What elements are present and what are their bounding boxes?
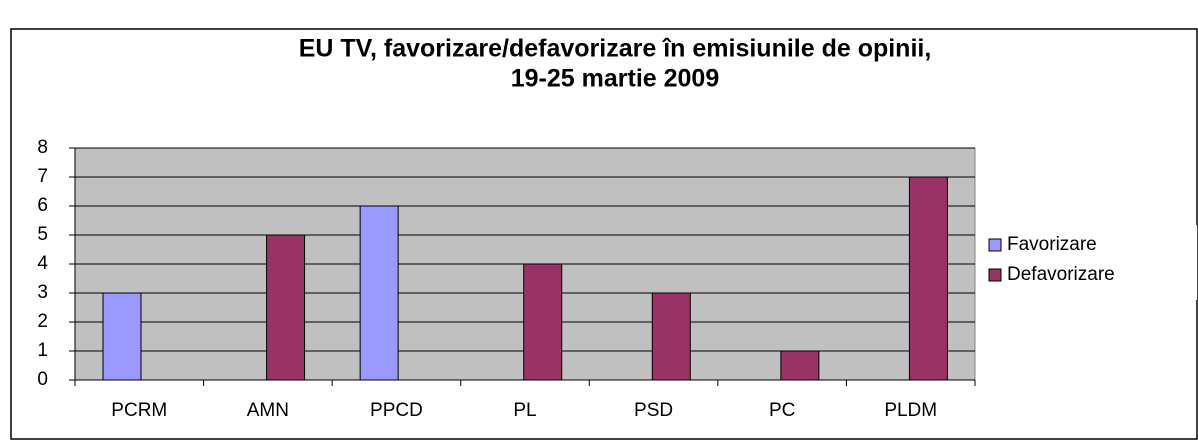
x-tick-label: PLDM: [884, 400, 937, 421]
x-tick-label: AMN: [247, 400, 289, 421]
chart-title: 19-25 martie 2009: [511, 65, 719, 93]
y-tick-label: 1: [37, 340, 48, 361]
legend-label: Favorizare: [1007, 234, 1097, 255]
bar: [651, 292, 691, 381]
bar: [523, 263, 563, 381]
bar: [102, 292, 142, 381]
bar: [359, 205, 399, 381]
y-tick-label: 3: [37, 282, 48, 303]
y-tick-label: 4: [37, 253, 48, 274]
x-tick-label: PC: [769, 400, 795, 421]
x-tick-label: PCRM: [111, 400, 167, 421]
chart-title: EU TV, favorizare/defavorizare în emisiu…: [299, 35, 932, 63]
bar: [266, 234, 306, 381]
x-tick-label: PL: [513, 400, 536, 421]
legend-swatch: [988, 268, 1002, 282]
y-tick-label: 2: [37, 311, 48, 332]
y-tick-label: 0: [37, 369, 48, 390]
legend: [980, 225, 1197, 300]
legend-swatch: [988, 238, 1002, 252]
legend-label: Defavorizare: [1007, 264, 1115, 285]
x-tick-label: PSD: [634, 400, 673, 421]
y-tick-label: 8: [37, 137, 48, 158]
x-tick-label: PPCD: [370, 400, 423, 421]
bar: [780, 350, 820, 381]
y-tick-label: 6: [37, 195, 48, 216]
y-tick-label: 7: [37, 166, 48, 187]
bar: [908, 176, 948, 381]
y-tick-label: 5: [37, 224, 48, 245]
